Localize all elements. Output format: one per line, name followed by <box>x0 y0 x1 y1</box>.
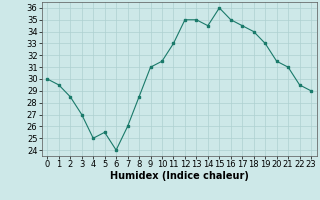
X-axis label: Humidex (Indice chaleur): Humidex (Indice chaleur) <box>110 171 249 181</box>
